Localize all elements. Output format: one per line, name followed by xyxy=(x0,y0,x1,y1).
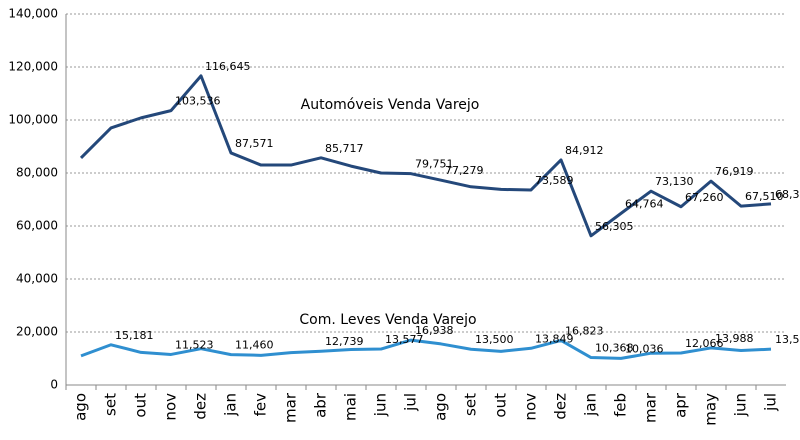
x-tick-label: jul xyxy=(762,393,780,412)
x-tick-label: fev xyxy=(252,393,270,417)
data-label: 76,919 xyxy=(715,165,754,178)
y-tick-label: 120,000 xyxy=(8,60,58,74)
data-label: 64,764 xyxy=(625,197,664,210)
x-tick-label: mar xyxy=(642,392,660,423)
x-tick-label: ago xyxy=(432,393,450,421)
x-tick-label: jun xyxy=(372,393,390,417)
data-label: 67,510 xyxy=(745,190,784,203)
y-tick-label: 20,000 xyxy=(16,325,58,339)
y-tick-label: 140,000 xyxy=(8,7,58,21)
x-tick-label: set xyxy=(102,393,120,416)
data-label: 12,739 xyxy=(325,335,364,348)
data-label: 16,938 xyxy=(415,324,454,337)
data-label: 13,500 xyxy=(475,333,514,346)
x-tick-label: may xyxy=(702,393,720,426)
data-label: 79,751 xyxy=(415,158,454,171)
x-tick-label: nov xyxy=(162,393,180,421)
y-tick-label: 60,000 xyxy=(16,219,58,233)
data-label: 15,181 xyxy=(115,329,154,342)
x-tick-label: dez xyxy=(192,393,210,420)
data-label: 11,460 xyxy=(235,339,274,352)
data-label: 73,130 xyxy=(655,175,694,188)
data-label: 10,368 xyxy=(595,342,634,355)
data-label: 11,523 xyxy=(175,338,214,351)
y-tick-label: 40,000 xyxy=(16,272,58,286)
data-label: 73,589 xyxy=(535,174,574,187)
data-label: 12,066 xyxy=(685,337,724,350)
data-label: 85,717 xyxy=(325,142,364,155)
x-tick-label: nov xyxy=(522,393,540,421)
series-line xyxy=(80,338,772,360)
x-tick-label: jan xyxy=(222,393,240,417)
x-tick-label: ago xyxy=(72,393,90,421)
x-tick-label: abr xyxy=(312,392,330,418)
data-label: 16,823 xyxy=(565,324,604,337)
series-name: Com. Leves Venda Varejo xyxy=(299,312,476,328)
data-label: 10,036 xyxy=(625,342,664,355)
data-label: 77,279 xyxy=(445,164,484,177)
y-tick-label: 0 xyxy=(50,378,58,392)
data-label: 116,645 xyxy=(205,60,251,73)
x-tick-label: jun xyxy=(732,393,750,417)
x-tick-label: feb xyxy=(612,393,630,417)
data-label: 68,357 xyxy=(775,188,800,201)
x-tick-label: out xyxy=(492,393,510,418)
data-label: 13,988 xyxy=(715,332,754,345)
data-label: 87,571 xyxy=(235,137,274,150)
x-tick-label: set xyxy=(462,393,480,416)
x-tick-label: jul xyxy=(402,393,420,412)
x-tick-label: mar xyxy=(282,392,300,423)
x-tick-label: mai xyxy=(342,393,360,421)
y-tick-label: 100,000 xyxy=(8,113,58,127)
x-tick-label: apr xyxy=(672,392,690,418)
data-label: 67,260 xyxy=(685,191,724,204)
data-label: 13,849 xyxy=(535,332,574,345)
x-tick-label: dez xyxy=(552,393,570,420)
data-label: 103,536 xyxy=(175,95,221,108)
data-label: 84,912 xyxy=(565,144,604,157)
x-tick-label: out xyxy=(132,393,150,418)
data-label: 56,305 xyxy=(595,220,634,233)
series-line xyxy=(79,74,772,238)
data-label: 13,577 xyxy=(385,333,424,346)
series-name: Automóveis Venda Varejo xyxy=(301,97,480,113)
y-tick-label: 80,000 xyxy=(16,166,58,180)
data-label: 13,519 xyxy=(775,333,800,346)
x-tick-label: jan xyxy=(582,393,600,417)
